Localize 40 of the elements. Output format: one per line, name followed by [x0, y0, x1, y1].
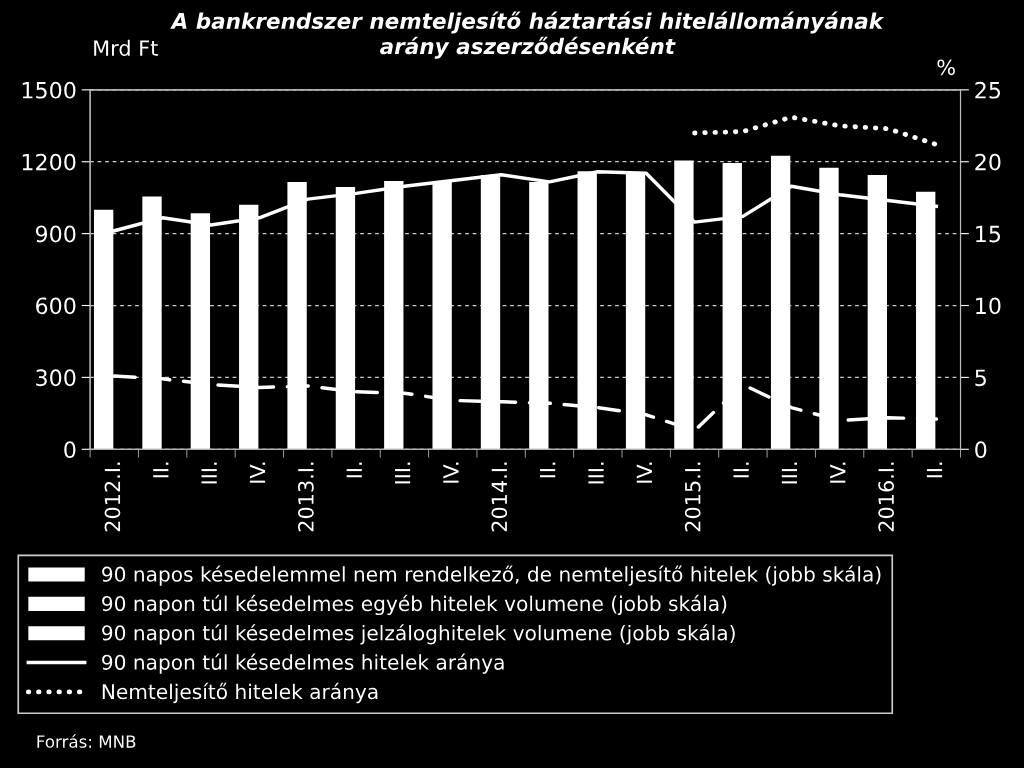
x-tick-label: 2016.I.: [878, 462, 895, 532]
x-tick-label: II.: [153, 462, 169, 478]
x-tick-label: III.: [394, 462, 411, 484]
line-series: [692, 114, 939, 147]
x-tick-label: 2014.I.: [491, 462, 508, 532]
x-tick-label: II.: [926, 462, 943, 478]
x-tick-label: IV.: [830, 462, 846, 483]
x-tick-label: 2012.I.: [104, 462, 121, 532]
y-tick-label: 0: [64, 441, 76, 459]
x-tick-label: II.: [733, 462, 749, 478]
y2-axis-title: %: [937, 59, 955, 76]
x-tick-label: II.: [346, 462, 362, 478]
legend-label: 90 napon túl késedelmes hitelek aránya: [102, 653, 504, 674]
legend-label: Nemteljesítő hitelek aránya: [102, 682, 378, 704]
y2-tick-label: 10: [976, 297, 1001, 315]
x-tick-label: 2013.I.: [298, 462, 314, 532]
x-tick-label: III.: [588, 462, 604, 484]
y2-tick-label: 5: [975, 369, 986, 387]
y-tick-label: 1200: [22, 153, 76, 171]
legend-label: 90 napon túl késedelmes egyéb hitelek volumene (jobb skála): [102, 594, 727, 616]
y2-tick-label: 20: [975, 153, 1001, 171]
y2-tick-label: 15: [976, 225, 1001, 243]
x-tick-label: IV.: [636, 462, 652, 483]
y-axis-title: Mrd Ft: [94, 39, 158, 56]
y-tick-label: 900: [35, 225, 76, 243]
x-tick-label: II.: [540, 462, 556, 478]
y2-tick-label: 0: [975, 441, 987, 459]
x-tick-label: III.: [781, 462, 798, 484]
chart-title: A bankrendszer nemteljesítő háztartási hitelállományának arány aszerződésenként: [170, 11, 885, 59]
legend-label: 90 napon túl késedelmes jelzáloghitelek volumene (jobb skála): [102, 624, 735, 645]
x-tick-label: III.: [201, 462, 217, 484]
x-tick-label: IV.: [249, 462, 266, 483]
x-tick-label: 2015.I.: [684, 462, 701, 532]
y2-tick-label: 25: [975, 81, 1001, 99]
y-tick-label: 600: [36, 297, 76, 315]
y-tick-label: 1500: [22, 81, 76, 99]
y-tick-label: 300: [36, 369, 76, 387]
x-tick-label: IV.: [443, 462, 459, 483]
text: Forrás: MNB: [37, 734, 136, 748]
legend-label: 90 napos késedelemmel nem rendelkező, de nemteljesítő hitelek (jobb skála): [102, 565, 881, 586]
